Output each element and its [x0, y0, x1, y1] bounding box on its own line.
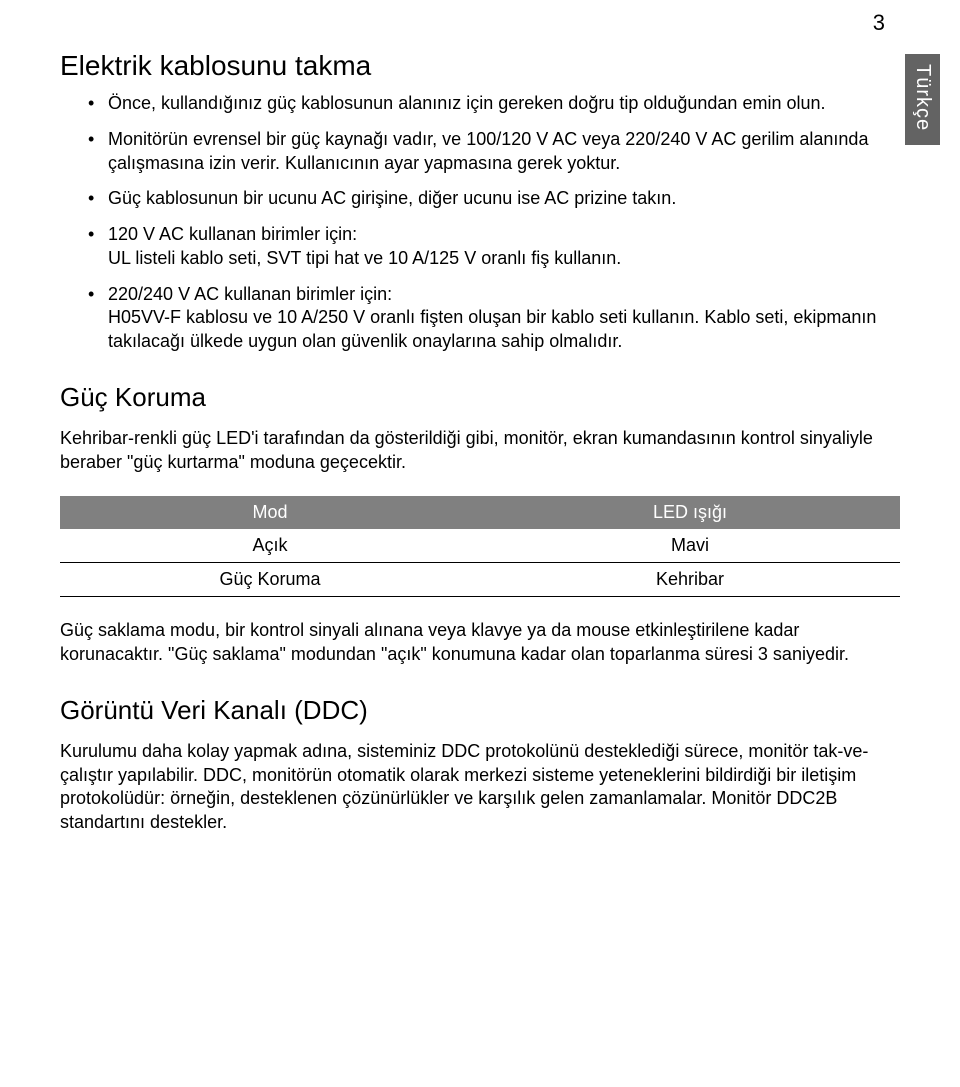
table-header-mode: Mod — [60, 496, 480, 529]
section2-paragraph: Kehribar-renkli güç LED'i tarafından da … — [60, 427, 900, 475]
section1-heading: Elektrik kablosunu takma — [60, 50, 900, 82]
section4-heading: Görüntü Veri Kanalı (DDC) — [60, 695, 900, 726]
bullet-item: Monitörün evrensel bir güç kaynağı vadır… — [88, 128, 900, 176]
page-container: 3 Türkçe Elektrik kablosunu takma Önce, … — [0, 0, 960, 1087]
section3-paragraph: Güç saklama modu, bir kontrol sinyali al… — [60, 619, 900, 667]
table-row: Açık Mavi — [60, 529, 900, 563]
modes-table: Mod LED ışığı Açık Mavi Güç Koruma Kehri… — [60, 496, 900, 597]
bullet-item: Önce, kullandığınız güç kablosunun alanı… — [88, 92, 900, 116]
table-header-led: LED ışığı — [480, 496, 900, 529]
bullet-item: Güç kablosunun bir ucunu AC girişine, di… — [88, 187, 900, 211]
section4-paragraph: Kurulumu daha kolay yapmak adına, sistem… — [60, 740, 900, 835]
section1-bullets: Önce, kullandığınız güç kablosunun alanı… — [88, 92, 900, 354]
table-row: Güç Koruma Kehribar — [60, 563, 900, 597]
bullet-item: 120 V AC kullanan birimler için:UL liste… — [88, 223, 900, 271]
table-cell-mode: Güç Koruma — [60, 563, 480, 597]
table-header-row: Mod LED ışığı — [60, 496, 900, 529]
page-number: 3 — [873, 10, 885, 36]
language-tab: Türkçe — [905, 54, 940, 145]
section2-heading: Güç Koruma — [60, 382, 900, 413]
table-cell-mode: Açık — [60, 529, 480, 563]
bullet-item: 220/240 V AC kullanan birimler için:H05V… — [88, 283, 900, 354]
table-cell-led: Kehribar — [480, 563, 900, 597]
table-cell-led: Mavi — [480, 529, 900, 563]
